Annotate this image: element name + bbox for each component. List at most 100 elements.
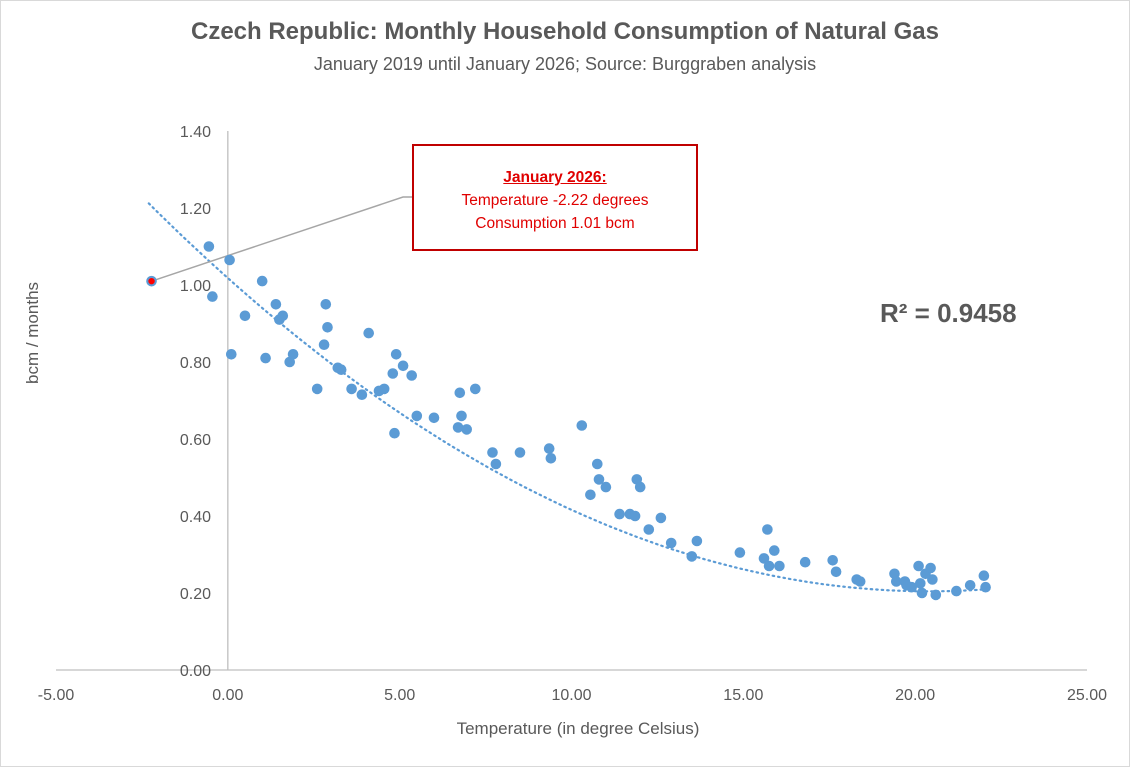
data-point [207,291,218,302]
data-point [592,458,603,470]
data-point [461,424,473,435]
data-point [978,570,990,581]
callout-box: January 2026: Temperature -2.22 degrees … [412,144,698,251]
data-point [545,453,557,464]
x-tick-label: 5.00 [384,687,415,704]
x-tick-label: 10.00 [551,687,591,704]
data-point [915,578,926,589]
data-point [454,387,466,399]
callout-leader-line [151,196,412,282]
x-axis-title: Temperature (in degree Celsius) [457,719,700,738]
y-tick-label: 0.40 [180,509,211,526]
data-point [239,310,251,322]
y-tick-label: 1.40 [180,124,211,141]
data-point [634,481,646,493]
data-point [576,420,588,431]
data-point [224,254,235,266]
data-point [390,349,402,360]
data-point [456,410,467,422]
data-point [951,585,962,597]
y-tick-label: 0.00 [180,663,211,680]
data-point [406,370,418,381]
data-point [397,360,409,372]
data-point [585,489,596,501]
data-point [799,556,811,568]
data-point [470,383,481,395]
data-point [769,545,780,556]
data-point [428,412,440,424]
chart-subtitle: January 2019 until January 2026; Source:… [313,54,817,74]
y-tick-label: 0.60 [180,432,211,449]
data-point [490,458,502,470]
trendline-group [147,202,985,593]
data-point [226,349,237,360]
data-point [930,589,942,601]
data-point [335,364,347,376]
data-point [322,322,333,333]
data-point [691,535,703,547]
data-point [686,551,698,562]
data-point [203,241,215,252]
data-point [378,383,390,395]
data-point [363,327,375,339]
axes-group [56,131,1087,671]
data-point [758,553,770,564]
data-point [389,427,400,439]
data-point [643,524,655,535]
data-point [655,512,667,524]
data-point [356,389,368,401]
data-point [774,560,785,572]
data-point [593,474,605,485]
x-tick-label: 20.00 [895,687,935,704]
y-tick-label: 0.20 [180,586,211,603]
chart-title: Czech Republic: Monthly Household Consum… [190,18,940,45]
trendline [147,202,985,593]
data-point [346,383,357,395]
y-axis-title: bcm / months [23,282,42,384]
y-tick-label: 0.80 [180,355,211,372]
data-point [311,383,323,395]
r-squared-label: R² = 0.9458 [880,298,1017,328]
ticks-group: -5.00 0.00 5.00 10.00 15.00 20.00 25.00 0.00 0.2… [38,124,1107,704]
data-point [964,580,976,591]
highlight-point [148,277,155,285]
y-tick-label: 1.00 [180,278,211,295]
callout-consumption: Consumption 1.01 bcm [475,215,635,232]
data-point [543,443,555,454]
x-tick-label: -5.00 [38,687,75,704]
data-point [827,555,838,566]
data-point [925,562,936,574]
data-point [665,537,677,549]
data-point [763,560,775,572]
y-tick-label: 1.20 [180,201,211,218]
data-point [270,299,282,310]
data-point [287,349,299,360]
callout-title: January 2026: [503,169,607,186]
data-point [927,574,938,585]
callout-leader-group [151,196,412,282]
data-point [980,581,991,593]
data-point [411,410,423,422]
data-point [762,524,773,535]
data-point [614,508,625,520]
x-tick-label: 15.00 [723,687,763,704]
data-point [387,368,399,379]
data-point [916,587,928,599]
data-point [830,566,842,578]
x-tick-label: 0.00 [212,687,243,704]
data-point [320,299,332,310]
data-point [260,352,271,364]
data-point [629,510,641,522]
callout-temperature: Temperature -2.22 degrees [461,192,649,209]
data-point [906,581,917,593]
x-tick-label: 25.00 [1067,687,1107,704]
points-group [146,241,991,601]
data-point [318,339,330,351]
data-point [514,447,526,458]
data-point [277,310,289,322]
data-point [854,576,866,587]
data-point [452,422,464,433]
data-point [256,275,268,287]
